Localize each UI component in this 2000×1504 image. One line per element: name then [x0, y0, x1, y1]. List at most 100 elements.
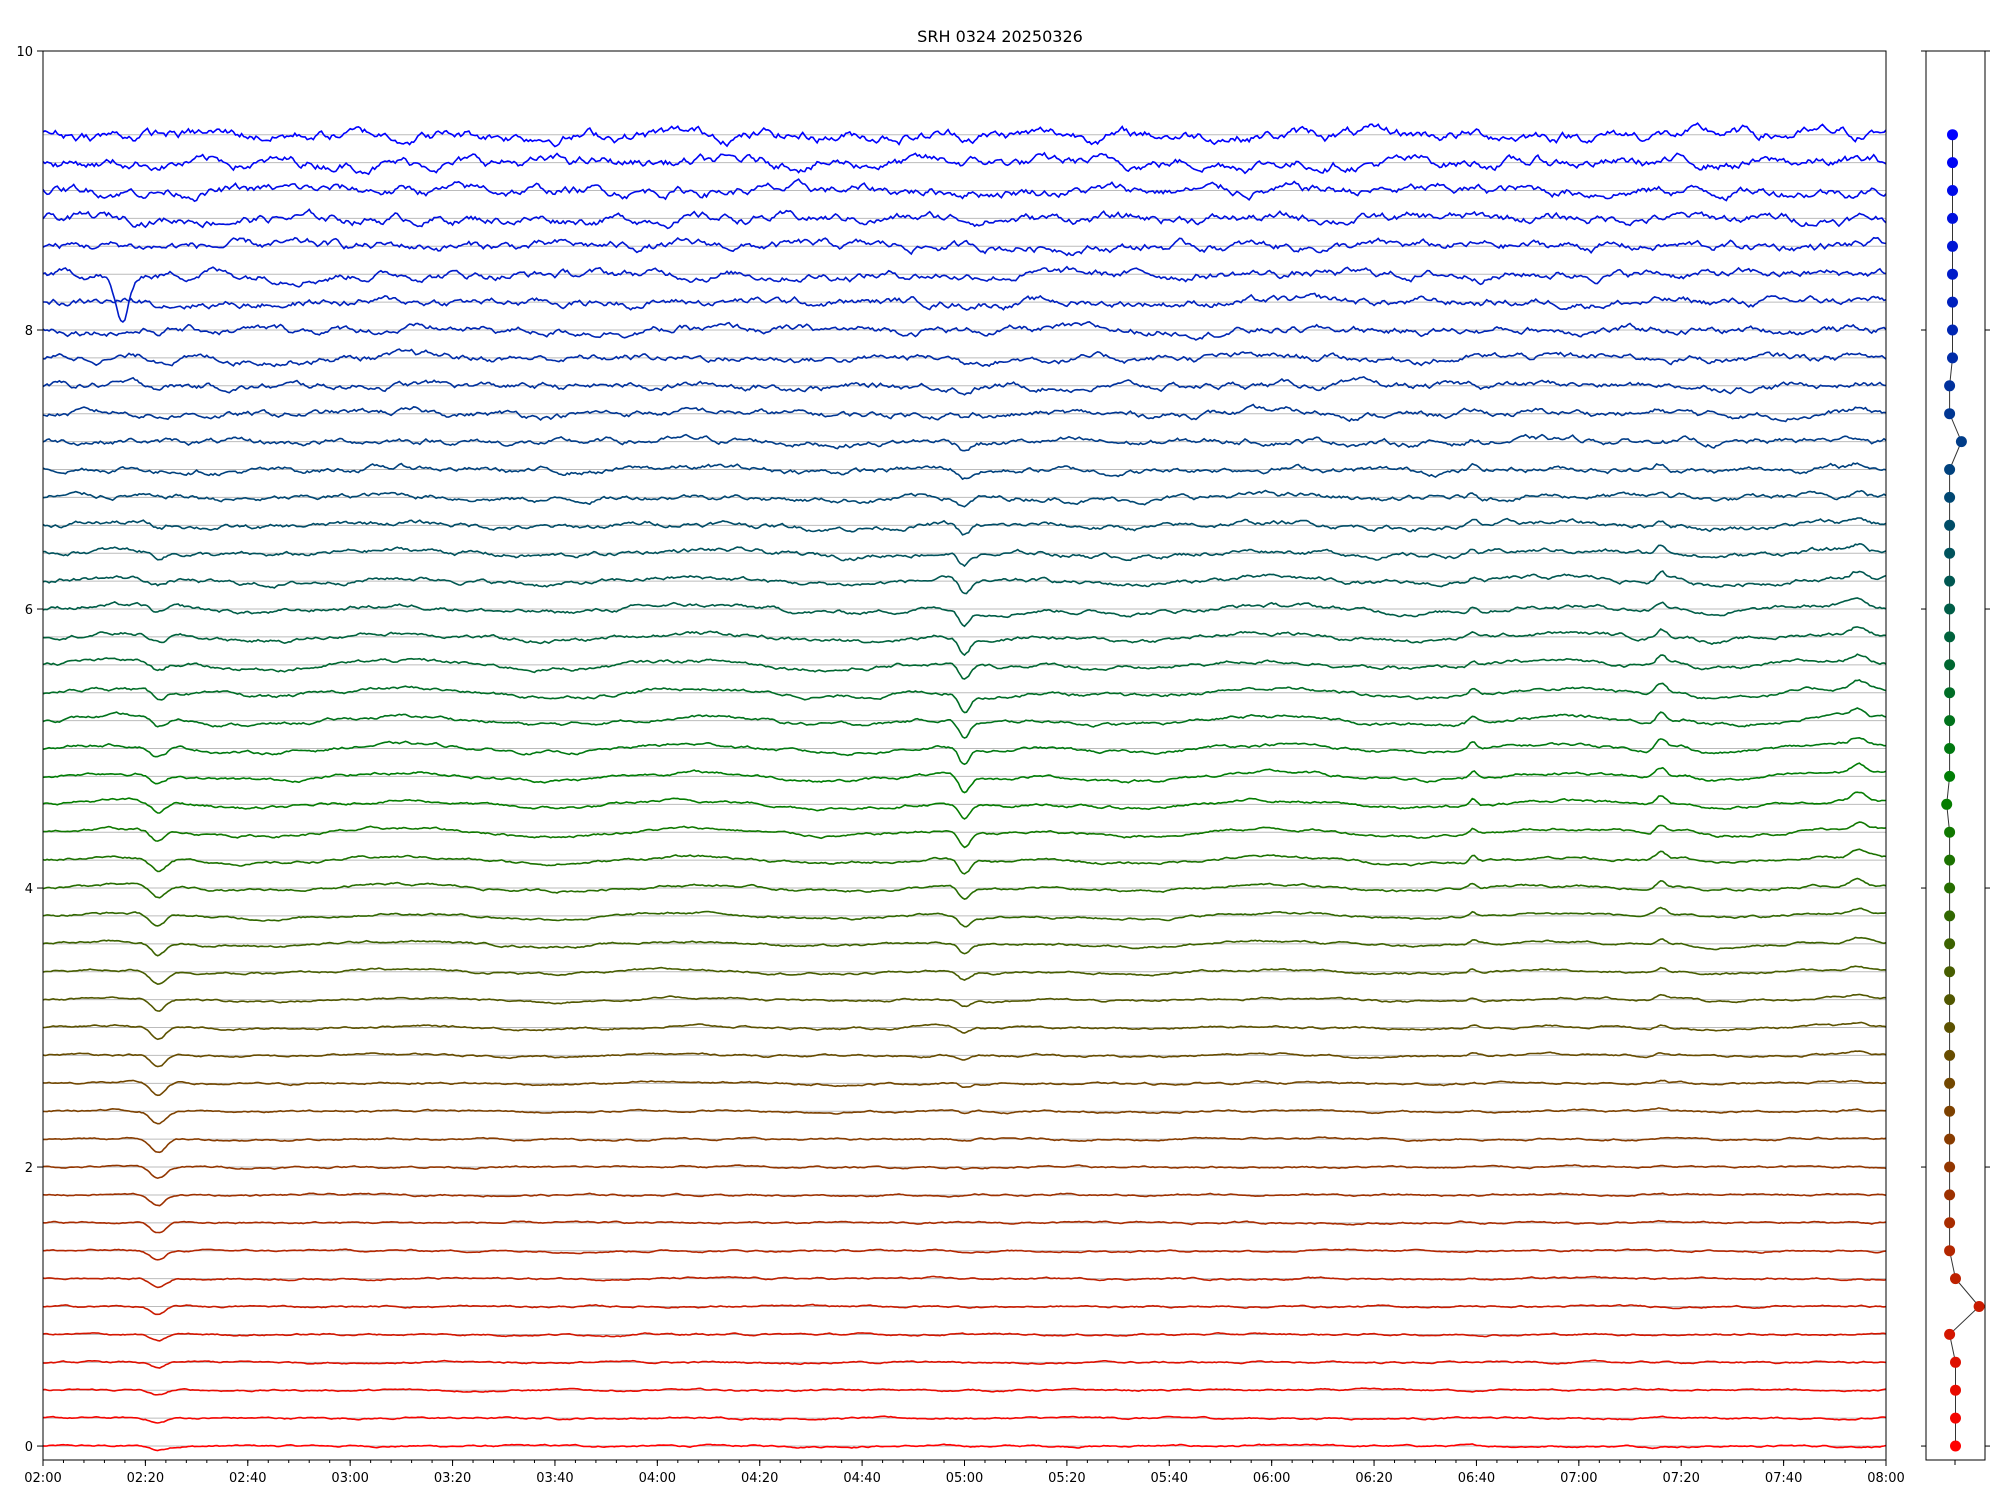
- trace-line: [43, 1415, 1887, 1424]
- y-tick-label: 8: [25, 324, 33, 339]
- trace-line: [43, 1136, 1887, 1154]
- trace-line: [42, 1219, 1887, 1234]
- x-tick-label: 07:00: [1560, 1471, 1597, 1486]
- trace-line: [42, 403, 1887, 423]
- trace-line: [42, 151, 1887, 176]
- trace-line: [42, 570, 1887, 595]
- trace-line: [42, 936, 1887, 957]
- trace-line: [42, 1303, 1887, 1316]
- main-plot-frame: [42, 50, 1887, 1461]
- side-panel-point: [1947, 352, 1958, 364]
- x-tick-label: 03:20: [434, 1471, 471, 1486]
- side-panel-point: [1944, 1189, 1956, 1201]
- side-panel-point: [1947, 157, 1958, 169]
- trace-line: [42, 906, 1887, 928]
- side-panel-point: [1944, 1217, 1956, 1229]
- side-panel-point: [1944, 1161, 1956, 1173]
- side-panel-point: [1973, 1301, 1985, 1312]
- side-panel-point: [1944, 1022, 1956, 1033]
- side-panel-point: [1950, 1440, 1961, 1452]
- trace-line: [42, 1079, 1887, 1097]
- trace-line: [42, 821, 1887, 849]
- trace-series: [42, 122, 1887, 1452]
- y-tick-label: 4: [25, 882, 33, 897]
- trace-line: [42, 321, 1887, 341]
- trace-line: [42, 1164, 1887, 1180]
- side-panel-point: [1944, 910, 1956, 922]
- trace-line: [42, 653, 1887, 680]
- y-tick-label: 0: [25, 1440, 33, 1455]
- side-panel-point: [1941, 798, 1953, 810]
- side-panel-point: [1944, 575, 1956, 587]
- trace-line: [42, 791, 1886, 820]
- trace-line: [42, 1050, 1887, 1068]
- trace-line: [42, 433, 1887, 452]
- trace-line: [42, 678, 1887, 714]
- trace-line: [43, 626, 1887, 657]
- trace-line: [42, 208, 1887, 230]
- side-panel-point: [1944, 603, 1956, 615]
- trace-line: [42, 1275, 1887, 1289]
- y-tick-label: 10: [16, 45, 33, 60]
- x-tick-label: 08:00: [1867, 1471, 1904, 1486]
- x-tick-label: 06:00: [1253, 1471, 1290, 1486]
- x-tick-label: 04:00: [639, 1471, 676, 1486]
- trace-line: [43, 1248, 1887, 1261]
- side-panel-point: [1944, 519, 1956, 531]
- side-panel-point: [1944, 1105, 1956, 1117]
- side-panel-point: [1944, 1245, 1956, 1257]
- side-panel-point: [1947, 185, 1958, 196]
- side-panel-point: [1944, 547, 1956, 559]
- side-panel-point: [1944, 687, 1956, 699]
- side-panel-frame: [1925, 50, 1986, 1461]
- trace-line: [42, 736, 1886, 766]
- x-tick-label: 02:00: [24, 1471, 61, 1486]
- side-panel-point: [1944, 464, 1956, 475]
- trace-line: [42, 1021, 1887, 1041]
- side-panel-point: [1947, 212, 1958, 224]
- side-panel-point: [1944, 491, 1956, 503]
- trace-line: [42, 1192, 1887, 1207]
- x-tick-label: 05:40: [1151, 1471, 1188, 1486]
- trace-line: [42, 376, 1887, 396]
- x-tick-label: 06:40: [1458, 1471, 1495, 1486]
- side-panel-point: [1944, 882, 1956, 894]
- x-tick-label: 03:40: [536, 1471, 573, 1486]
- side-panel-point: [1944, 1133, 1956, 1145]
- x-tick-label: 02:40: [229, 1471, 266, 1486]
- side-panel-point: [1944, 1077, 1956, 1089]
- side-panel-point: [1944, 994, 1956, 1006]
- y-axis: 0 2 4 6 8 10: [16, 45, 1990, 1465]
- side-panel-point: [1944, 826, 1956, 838]
- side-panel-scatter: [1941, 129, 1985, 1452]
- side-panel-point: [1944, 1049, 1956, 1061]
- x-tick-label: 05:00: [946, 1471, 983, 1486]
- side-panel-point: [1944, 408, 1956, 420]
- side-panel-point: [1944, 743, 1956, 754]
- trace-line: [42, 597, 1887, 628]
- trace-line: [42, 542, 1887, 568]
- trace-line: [42, 1359, 1887, 1369]
- trace-line: [42, 993, 1887, 1012]
- trace-line: [42, 489, 1887, 508]
- side-panel-point: [1944, 938, 1956, 950]
- y-tick-label: 6: [25, 603, 33, 618]
- trace-line: [42, 707, 1887, 739]
- trace-line: [42, 517, 1887, 536]
- side-panel-point: [1950, 1356, 1961, 1368]
- x-tick-label: 04:40: [843, 1471, 880, 1486]
- trace-line: [42, 965, 1887, 986]
- side-panel-point: [1947, 268, 1958, 280]
- chart-title: SRH 0324 20250326: [917, 27, 1083, 46]
- side-panel-point: [1947, 296, 1958, 308]
- side-panel-point: [1944, 966, 1956, 978]
- side-panel-point: [1944, 631, 1956, 643]
- trace-line: [42, 848, 1887, 875]
- x-tick-label: 06:20: [1355, 1471, 1392, 1486]
- side-panel-point: [1944, 854, 1956, 866]
- trace-line: [43, 292, 1887, 311]
- trace-line: [42, 265, 1887, 324]
- side-panel-point: [1947, 240, 1958, 252]
